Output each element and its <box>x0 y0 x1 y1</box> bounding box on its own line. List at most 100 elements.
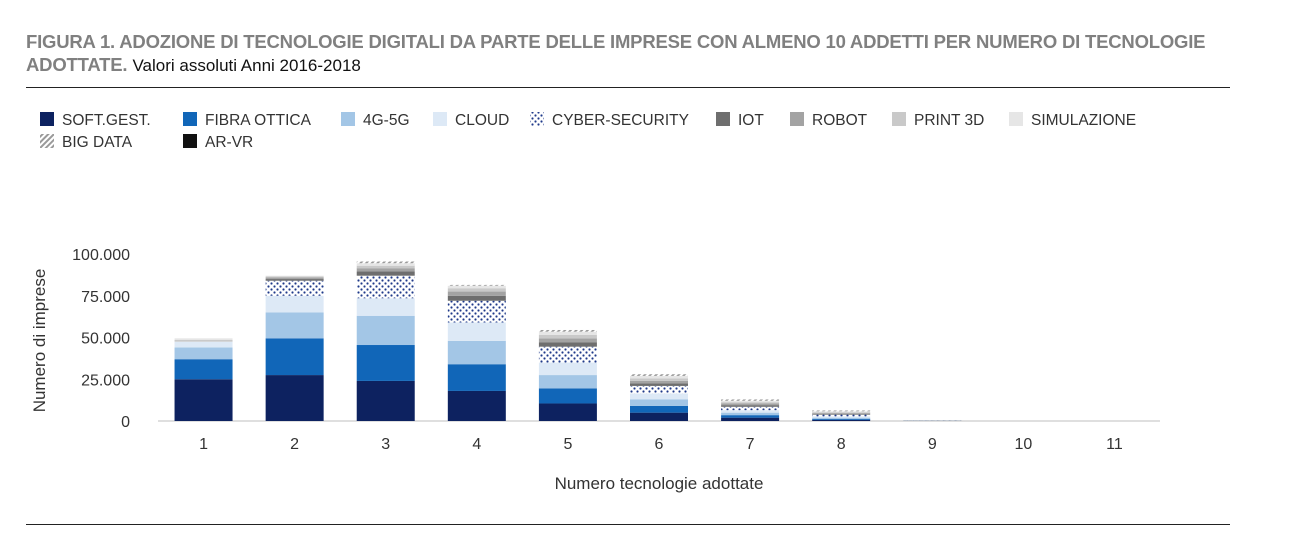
legend-label: CLOUD <box>455 112 509 129</box>
x-tick-label: 4 <box>472 436 481 453</box>
bar-segment <box>630 399 688 406</box>
bar-segment <box>630 380 688 384</box>
bar-segment <box>356 345 415 381</box>
bar-segment <box>356 275 415 299</box>
legend-swatch <box>40 112 54 126</box>
bar-segment <box>538 403 597 421</box>
bar-segment <box>174 379 233 421</box>
legend-swatch <box>790 112 804 126</box>
bar-segment <box>721 403 780 406</box>
legend-label: CYBER-SECURITY <box>552 112 689 129</box>
bar-segment <box>538 362 597 376</box>
bar-segment <box>447 340 506 365</box>
legend-swatch <box>530 112 544 126</box>
legend-swatch <box>341 112 355 126</box>
bar-segment <box>721 415 780 418</box>
bar-segment <box>447 288 506 292</box>
legend-label: SIMULAZIONE <box>1031 112 1136 129</box>
legend-item: IOT <box>716 112 764 129</box>
bar-segment <box>721 410 780 413</box>
legend-swatch <box>433 112 447 126</box>
x-tick-label: 6 <box>655 436 664 453</box>
legend-label: FIBRA OTTICA <box>205 112 312 129</box>
bar-segment <box>721 399 780 401</box>
bar-segment <box>447 284 506 286</box>
bar-segment <box>265 312 324 339</box>
bar-segment <box>812 410 871 412</box>
y-tick-label: 25.000 <box>81 372 130 389</box>
x-tick-label: 3 <box>381 436 390 453</box>
bar-segment <box>356 380 415 421</box>
bar-segment <box>538 334 597 339</box>
legend-label: IOT <box>738 112 764 129</box>
x-tick-label: 9 <box>928 436 937 453</box>
axes: 0 25.000 50.000 75.000 100.000 1 2 3 4 5 6 7 8 9 10 11 N… <box>30 247 1160 493</box>
bar-segment <box>174 341 233 348</box>
y-tick-label: 75.000 <box>81 289 130 306</box>
bar-segment <box>447 291 506 296</box>
bar-segment <box>265 279 324 281</box>
bar-segment <box>630 375 688 379</box>
bar-segment <box>812 414 871 417</box>
bar-segment <box>812 413 871 415</box>
y-tick-label: 50.000 <box>81 331 130 348</box>
bar-segment <box>538 329 597 332</box>
bar-segment <box>538 388 597 404</box>
x-tick-label: 7 <box>746 436 755 453</box>
bar-segment <box>721 400 780 403</box>
bar-segment <box>721 405 780 407</box>
bar-segment <box>265 276 324 278</box>
legend-item: 4G-5G <box>341 112 410 129</box>
bar-segment <box>538 346 597 363</box>
bar-segment <box>538 338 597 343</box>
bar-segment <box>174 340 233 342</box>
bar-segment <box>447 285 506 289</box>
chart-title-main: FIGURA 1. ADOZIONE DI TECNOLOGIE DIGITAL… <box>26 31 1206 75</box>
bar-segment <box>721 417 780 421</box>
bar-segment <box>538 375 597 389</box>
bar-segment <box>630 383 688 386</box>
bar-segment <box>447 322 506 341</box>
bar-segment <box>447 295 506 301</box>
bars <box>174 261 962 421</box>
bar-segment <box>812 412 871 414</box>
y-axis-label: Numero di imprese <box>30 269 49 413</box>
legend-item: AR-VR <box>183 134 253 151</box>
bar-segment <box>265 295 324 313</box>
bar-segment <box>265 338 324 376</box>
legend-item: FIBRA OTTICA <box>183 112 312 129</box>
bar-segment <box>356 271 415 276</box>
legend-swatch <box>183 134 197 148</box>
bar-segment <box>812 419 871 421</box>
chart-title: FIGURA 1. ADOZIONE DI TECNOLOGIE DIGITAL… <box>26 30 1236 77</box>
bar-segment <box>630 412 688 421</box>
x-tick-label: 11 <box>1106 436 1123 453</box>
top-rule <box>26 87 1230 88</box>
bar-segment <box>447 364 506 391</box>
y-tick-label: 0 <box>121 414 130 431</box>
bar-segment <box>265 375 324 421</box>
legend-swatch <box>716 112 730 126</box>
x-axis-label: Numero tecnologie adottate <box>555 474 764 493</box>
bar-segment <box>447 300 506 323</box>
legend-swatch <box>892 112 906 126</box>
bar-segment <box>538 342 597 347</box>
legend-swatch <box>40 134 54 148</box>
x-tick-label: 8 <box>837 436 846 453</box>
legend-item: SIMULAZIONE <box>1009 112 1136 129</box>
bar-segment <box>721 412 780 416</box>
bar-segment <box>265 275 324 277</box>
bar-segment <box>174 359 233 380</box>
bar-segment <box>356 315 415 346</box>
legend-item: CYBER-SECURITY <box>530 112 689 129</box>
x-tick-label: 1 <box>199 436 208 453</box>
bar-segment <box>538 331 597 335</box>
bar-segment <box>812 412 871 413</box>
bar-segment <box>356 261 415 264</box>
legend-label: AR-VR <box>205 134 253 151</box>
bar-segment <box>721 402 780 404</box>
bar-segment <box>812 411 871 413</box>
legend-item: ROBOT <box>790 112 868 129</box>
y-tick-label: 100.000 <box>72 247 130 264</box>
